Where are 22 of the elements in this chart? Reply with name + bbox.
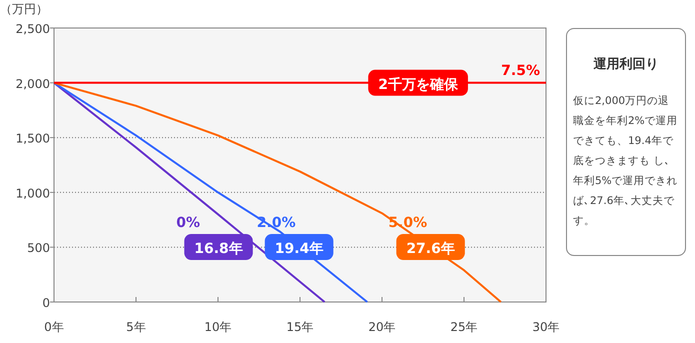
y-tick-label: 0 <box>42 296 50 310</box>
y-tick-label: 1,000 <box>16 186 50 200</box>
text: 仮に2,000万円の退職金を年利2%で運用できても、19.4年で底をつきますも し､年利5%で運用できれば､27.6年､大丈夫です。 <box>573 94 679 229</box>
series-label: 7.5% <box>501 62 540 79</box>
y-tick-label: 2,500 <box>16 22 50 36</box>
x-tick-label: 0年 <box>44 320 64 334</box>
x-tick-label: 30年 <box>532 320 560 334</box>
x-tick-label: 25年 <box>450 320 478 334</box>
y-tick-label: 2,000 <box>16 76 50 91</box>
x-tick-label: 5年 <box>126 320 146 334</box>
annotation: 2千万を確保 <box>378 76 459 93</box>
x-tick-label: 15年 <box>286 320 314 334</box>
annotation: 16.8年 <box>194 241 243 257</box>
y-axis-title: （万円） <box>0 2 48 16</box>
x-tick-label: 20年 <box>368 320 396 334</box>
series-label: 0% <box>176 215 200 231</box>
annotation: 19.4年 <box>274 241 324 257</box>
y-tick-label: 500 <box>27 241 50 256</box>
text: 運用利回り <box>592 56 660 73</box>
y-tick-label: 1,500 <box>16 132 50 146</box>
annotation: 27.6年 <box>406 241 455 257</box>
x-tick-label: 10年 <box>204 320 232 334</box>
